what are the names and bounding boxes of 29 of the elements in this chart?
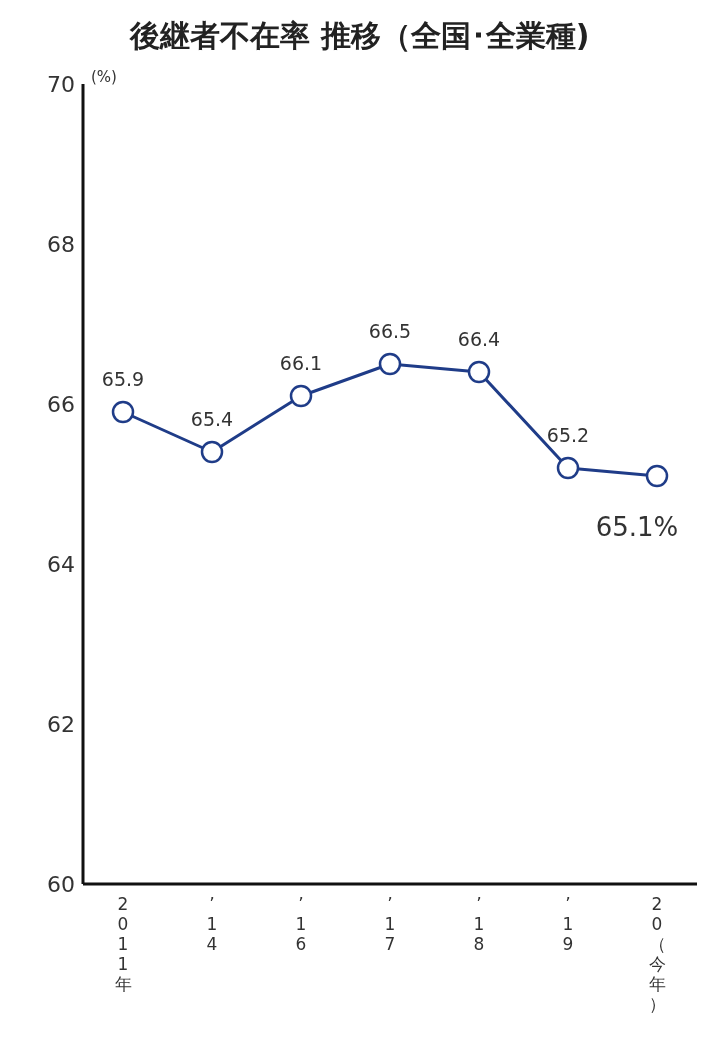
data-label: 65.2: [546, 424, 590, 446]
x-tick-label: ’14: [206, 894, 218, 954]
point: [289, 384, 313, 408]
y-tick-label: 60: [47, 871, 75, 897]
data-label: 66.1: [279, 352, 323, 374]
y-tick-label: 62: [47, 711, 75, 737]
x-tick-label: 20（今年）: [648, 894, 666, 1014]
data-label: 65.9: [101, 368, 145, 390]
x-tick-label: 2011年: [114, 894, 132, 994]
x-tick-label: ’18: [473, 894, 485, 954]
x-tick-label: ’17: [384, 894, 396, 954]
data-label: 66.4: [457, 328, 501, 350]
y-tick-label: 68: [47, 231, 75, 257]
x-tick-label: ’19: [562, 894, 574, 954]
y-tick-label: 64: [47, 551, 75, 577]
point: [467, 360, 491, 384]
point: [556, 456, 580, 480]
y-tick-label: 66: [47, 391, 75, 417]
y-tick-label: 70: [47, 71, 75, 97]
point: [111, 400, 135, 424]
data-label: 66.5: [368, 320, 412, 342]
data-label: 65.4: [190, 408, 234, 430]
point: [645, 464, 669, 488]
data-label: 65.1%: [595, 512, 679, 542]
point: [200, 440, 224, 464]
x-tick-label: ’16: [295, 894, 307, 954]
point: [378, 352, 402, 376]
y-axis-title: (%): [91, 68, 117, 86]
chart-title: 後継者不在率 推移（全国･全業種): [128, 17, 591, 55]
